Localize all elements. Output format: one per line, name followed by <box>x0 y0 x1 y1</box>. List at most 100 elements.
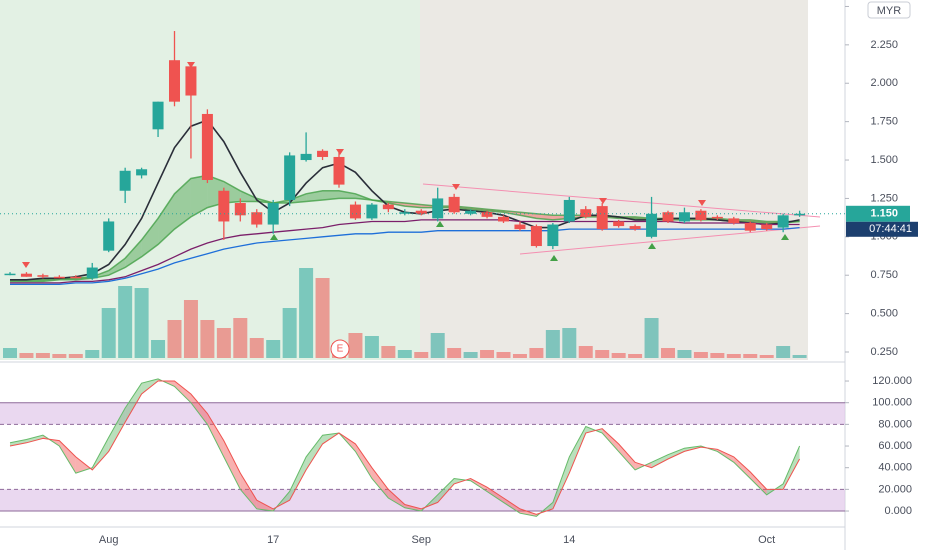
volume-bar <box>200 320 215 358</box>
volume-bar <box>134 288 149 358</box>
osc-fill <box>174 381 191 403</box>
volume-bar <box>3 348 17 358</box>
osc-line <box>9 380 801 515</box>
signal-marker <box>336 149 344 155</box>
osc-fill <box>371 467 389 499</box>
volume-bar <box>759 355 774 358</box>
osc-fill <box>190 394 208 425</box>
volume-bar <box>480 350 495 358</box>
osc-fill <box>240 473 257 509</box>
volume-bar <box>167 320 182 358</box>
currency: MYR <box>877 5 902 17</box>
candle-body <box>646 213 658 237</box>
candle-body <box>349 204 361 219</box>
candle-body <box>662 212 674 222</box>
y-tick-label: 20.000 <box>878 483 912 495</box>
osc-fill <box>388 489 405 508</box>
y-tick-label: 0.000 <box>884 505 912 517</box>
candle-body <box>4 273 16 276</box>
candle-body <box>333 156 345 185</box>
candle-body <box>580 209 592 217</box>
countdown: 07:44:41 <box>869 223 912 235</box>
y-tick-label: 120.000 <box>872 375 912 387</box>
y-tick-label: 0.500 <box>870 308 898 320</box>
volume-bar <box>299 268 314 358</box>
candle-body <box>465 210 477 214</box>
volume-bar <box>562 328 577 358</box>
osc-fill <box>10 439 27 447</box>
osc-fill <box>783 446 800 490</box>
signals <box>22 62 789 268</box>
countdown-box <box>846 221 918 237</box>
ribbon-fill <box>190 175 208 217</box>
y-tick-label: 0.750 <box>870 269 898 281</box>
candle-body <box>119 170 131 191</box>
volume-bar <box>693 352 708 358</box>
osc-fill <box>125 383 142 423</box>
osc-fill <box>306 435 323 470</box>
ribbon-fill <box>339 190 356 199</box>
volume-bar <box>183 300 198 358</box>
volume-bar <box>151 340 166 358</box>
y-tick-label: 1.750 <box>870 116 898 128</box>
volume-bar <box>545 330 560 358</box>
osc-fill <box>26 435 43 443</box>
osc-fill <box>618 443 636 470</box>
last-price-box <box>846 205 910 222</box>
osc-fill <box>437 478 455 503</box>
osc-fill <box>223 440 241 490</box>
candle-body <box>448 196 460 213</box>
signal-marker <box>436 221 444 227</box>
range-shade <box>420 0 808 360</box>
trend-line <box>519 225 821 255</box>
y-tick-label: 60.000 <box>878 440 912 452</box>
volume-bar <box>792 355 807 358</box>
candle-body <box>415 210 427 214</box>
candle-body <box>678 212 690 222</box>
volume-bar <box>430 333 445 358</box>
osc-fill <box>404 504 422 512</box>
candle-body <box>251 212 263 225</box>
volume-bar <box>381 346 396 358</box>
y-tick-label: 2.000 <box>870 77 898 89</box>
volume-bar <box>726 354 741 358</box>
candle-body <box>629 226 641 230</box>
volume-bar <box>710 353 725 358</box>
candle-body <box>382 204 394 210</box>
volume-bar <box>661 348 675 358</box>
candle-body <box>432 198 444 219</box>
y-tick-label: 80.000 <box>878 418 912 430</box>
earnings-marker[interactable] <box>330 339 350 359</box>
candle-body <box>103 221 115 251</box>
candle-body <box>563 199 575 222</box>
x-tick-label: Oct <box>758 534 775 546</box>
signal-marker <box>452 184 460 190</box>
volume-bar <box>19 353 34 358</box>
volume-bar <box>743 354 758 358</box>
volume-bar <box>118 286 133 358</box>
volume-bar <box>776 346 791 358</box>
candle-body <box>399 212 411 214</box>
y-tick-label: 1.250 <box>870 192 898 204</box>
signal-marker <box>270 234 278 240</box>
osc-fill <box>569 426 586 474</box>
candle-body <box>284 155 296 200</box>
volume-bar <box>644 318 659 358</box>
volume-bar <box>447 348 462 358</box>
volume-bar <box>512 354 527 358</box>
x-tick-label: Sep <box>411 534 431 546</box>
candle-body <box>366 204 378 219</box>
osc-fill <box>59 440 76 474</box>
osc-fill <box>355 443 372 479</box>
candle-body <box>728 218 740 224</box>
volume-bar <box>463 352 478 358</box>
ribbon-fill <box>125 239 142 268</box>
volume-bar <box>282 308 297 358</box>
ma-line <box>10 226 800 286</box>
volume-bar <box>496 352 511 358</box>
candle-body <box>481 212 493 217</box>
volume-bar <box>364 336 379 358</box>
candle-body <box>136 169 148 176</box>
